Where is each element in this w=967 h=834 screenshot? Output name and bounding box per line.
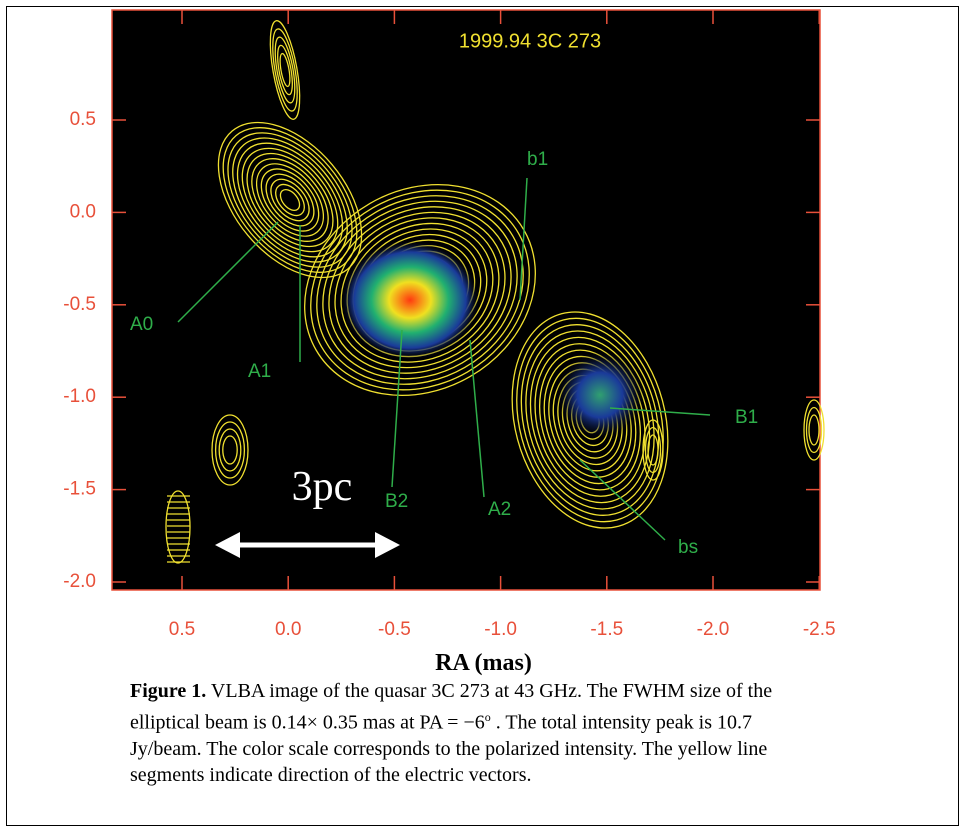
contour [279,52,291,88]
contour [255,163,325,237]
contour [642,419,664,481]
component-label: b1 [527,149,548,170]
contour [222,127,358,273]
polarization-blob [555,350,645,440]
polarization-blob [340,240,480,360]
component-label: B2 [385,491,408,512]
contour [275,183,305,217]
caption-sup: o [484,710,491,724]
caption-line: Figure 1. VLBA image of the quasar 3C 27… [130,678,772,704]
contour [647,434,659,466]
contour [270,178,310,222]
caption: Figure 1. VLBA image of the quasar 3C 27… [130,678,772,788]
contour [803,399,825,461]
contour [274,36,296,104]
caption-text: . The total intensity peak is 10.7 [490,711,753,734]
contour [232,137,348,263]
scale-label: 3pc [292,464,353,510]
contour [211,414,249,486]
contour [805,406,823,454]
contour [520,324,660,516]
contour [511,311,669,529]
contour [269,20,301,120]
x-tick-label: 0.0 [275,619,301,640]
contour [644,426,662,474]
contour [272,28,298,112]
caption-text: VLBA image of the quasar 3C 273 at 43 GH… [206,680,773,702]
x-tick-label: 0.5 [169,619,195,640]
caption-line: segments indicate direction of the elect… [130,763,532,786]
contour [218,428,242,472]
contour [279,189,301,211]
contour [516,317,664,523]
x-axis-label: RA (mas) [435,650,532,676]
component-label: bs [678,537,698,558]
caption-label: Figure 1. [130,680,207,702]
contour [222,435,238,465]
caption-text: elliptical beam is 0.14× 0.35 mas at PA … [130,711,485,734]
component-label: A1 [248,361,271,382]
y-tick-label: 0.5 [70,109,96,130]
contour [241,147,339,253]
y-tick-label: -1.5 [63,479,96,500]
component-label: A2 [488,499,511,520]
plot-area [111,9,821,591]
component-label: A0 [130,314,153,335]
scale-arrow [215,532,400,558]
contour [525,330,655,510]
figure-frame [6,6,959,826]
caption-line: Jy/beam. The color scale corresponds to … [130,737,768,760]
component-pointers [177,177,711,541]
contour [340,217,500,363]
y-tick-label: -2.0 [63,571,96,592]
contour [214,421,246,479]
contour [808,414,820,446]
contour [236,142,344,258]
contour [217,121,363,279]
contour [322,200,518,380]
contour [316,195,524,385]
y-tick-label: -0.5 [63,294,96,315]
x-tick-label: -2.0 [697,619,730,640]
x-tick-label: -0.5 [378,619,411,640]
contour [310,189,530,391]
contour [260,168,320,232]
x-tick-label: -1.5 [590,619,623,640]
image-title: 1999.94 3C 273 [459,30,601,52]
x-tick-label: -2.5 [803,619,836,640]
contour [529,336,651,504]
contour [227,132,353,268]
component-label: B1 [735,407,758,428]
contour [251,158,329,242]
y-tick-label: -1.0 [63,386,96,407]
contour [277,44,293,96]
beam [165,490,191,564]
contour [246,152,334,248]
contour [265,173,315,227]
caption-line: elliptical beam is 0.14× 0.35 mas at PA … [130,704,772,736]
contour [328,206,512,374]
x-tick-label: -1.0 [484,619,517,640]
contour [334,211,506,369]
y-tick-label: 0.0 [70,201,96,222]
